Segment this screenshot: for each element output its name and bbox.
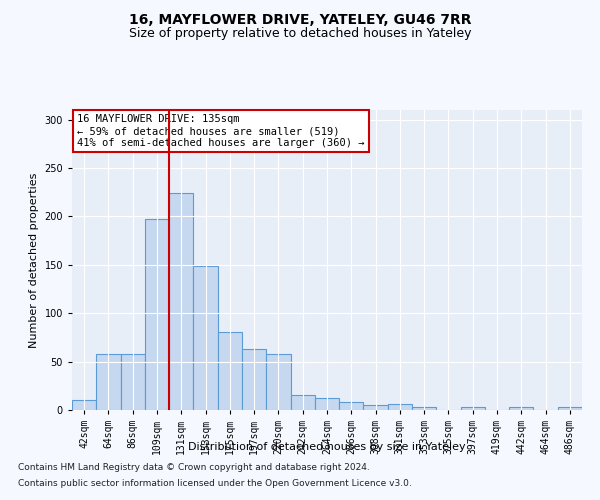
Bar — [290, 394, 315, 410]
Bar — [412, 407, 436, 410]
Bar — [461, 407, 485, 410]
Bar — [242, 349, 266, 410]
Text: 16, MAYFLOWER DRIVE, YATELEY, GU46 7RR: 16, MAYFLOWER DRIVE, YATELEY, GU46 7RR — [129, 12, 471, 26]
Y-axis label: Number of detached properties: Number of detached properties — [29, 172, 39, 348]
Bar — [218, 332, 242, 410]
Bar — [509, 407, 533, 410]
Text: 16 MAYFLOWER DRIVE: 135sqm
← 59% of detached houses are smaller (519)
41% of sem: 16 MAYFLOWER DRIVE: 135sqm ← 59% of deta… — [77, 114, 365, 148]
Bar — [193, 266, 218, 410]
Bar — [145, 220, 169, 410]
Text: Distribution of detached houses by size in Yateley: Distribution of detached houses by size … — [188, 442, 466, 452]
Text: Contains HM Land Registry data © Crown copyright and database right 2024.: Contains HM Land Registry data © Crown c… — [18, 464, 370, 472]
Bar — [388, 404, 412, 410]
Bar — [339, 402, 364, 410]
Bar — [96, 354, 121, 410]
Text: Contains public sector information licensed under the Open Government Licence v3: Contains public sector information licen… — [18, 478, 412, 488]
Bar — [558, 407, 582, 410]
Bar — [169, 193, 193, 410]
Bar — [364, 405, 388, 410]
Bar — [315, 398, 339, 410]
Bar — [266, 354, 290, 410]
Text: Size of property relative to detached houses in Yateley: Size of property relative to detached ho… — [129, 28, 471, 40]
Bar — [72, 400, 96, 410]
Bar — [121, 354, 145, 410]
